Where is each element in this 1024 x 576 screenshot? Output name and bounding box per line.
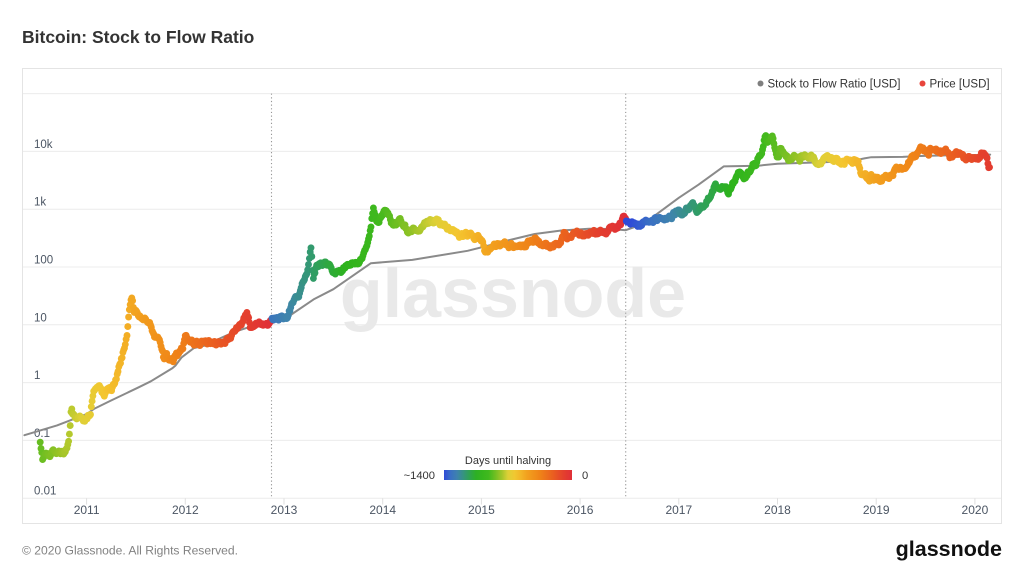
- svg-text:2017: 2017: [665, 503, 692, 517]
- svg-text:2012: 2012: [172, 503, 199, 517]
- svg-text:0.01: 0.01: [34, 486, 56, 498]
- svg-text:Stock to Flow Ratio [USD]: Stock to Flow Ratio [USD]: [768, 79, 901, 91]
- svg-text:© 2020 Glassnode. All Rights R: © 2020 Glassnode. All Rights Reserved.: [22, 544, 238, 558]
- svg-text:2018: 2018: [764, 503, 791, 517]
- svg-text:0: 0: [582, 470, 588, 482]
- svg-text:Days until halving: Days until halving: [465, 455, 551, 467]
- svg-text:2014: 2014: [369, 503, 396, 517]
- svg-text:2013: 2013: [271, 503, 298, 517]
- svg-text:2016: 2016: [567, 503, 594, 517]
- svg-text:1k: 1k: [34, 197, 46, 209]
- svg-text:2020: 2020: [962, 503, 989, 517]
- svg-text:2019: 2019: [863, 503, 890, 517]
- svg-text:~1400: ~1400: [404, 470, 435, 482]
- svg-text:glassnode: glassnode: [896, 537, 1002, 561]
- svg-text:10k: 10k: [34, 139, 53, 151]
- svg-text:10: 10: [34, 312, 47, 324]
- svg-text:2015: 2015: [468, 503, 495, 517]
- svg-text:2011: 2011: [74, 503, 100, 517]
- svg-text:glassnode: glassnode: [340, 254, 686, 332]
- svg-text:Bitcoin: Stock to Flow Ratio: Bitcoin: Stock to Flow Ratio: [22, 27, 254, 47]
- svg-text:1: 1: [34, 370, 40, 382]
- svg-text:Price [USD]: Price [USD]: [930, 79, 990, 91]
- svg-text:100: 100: [34, 255, 53, 267]
